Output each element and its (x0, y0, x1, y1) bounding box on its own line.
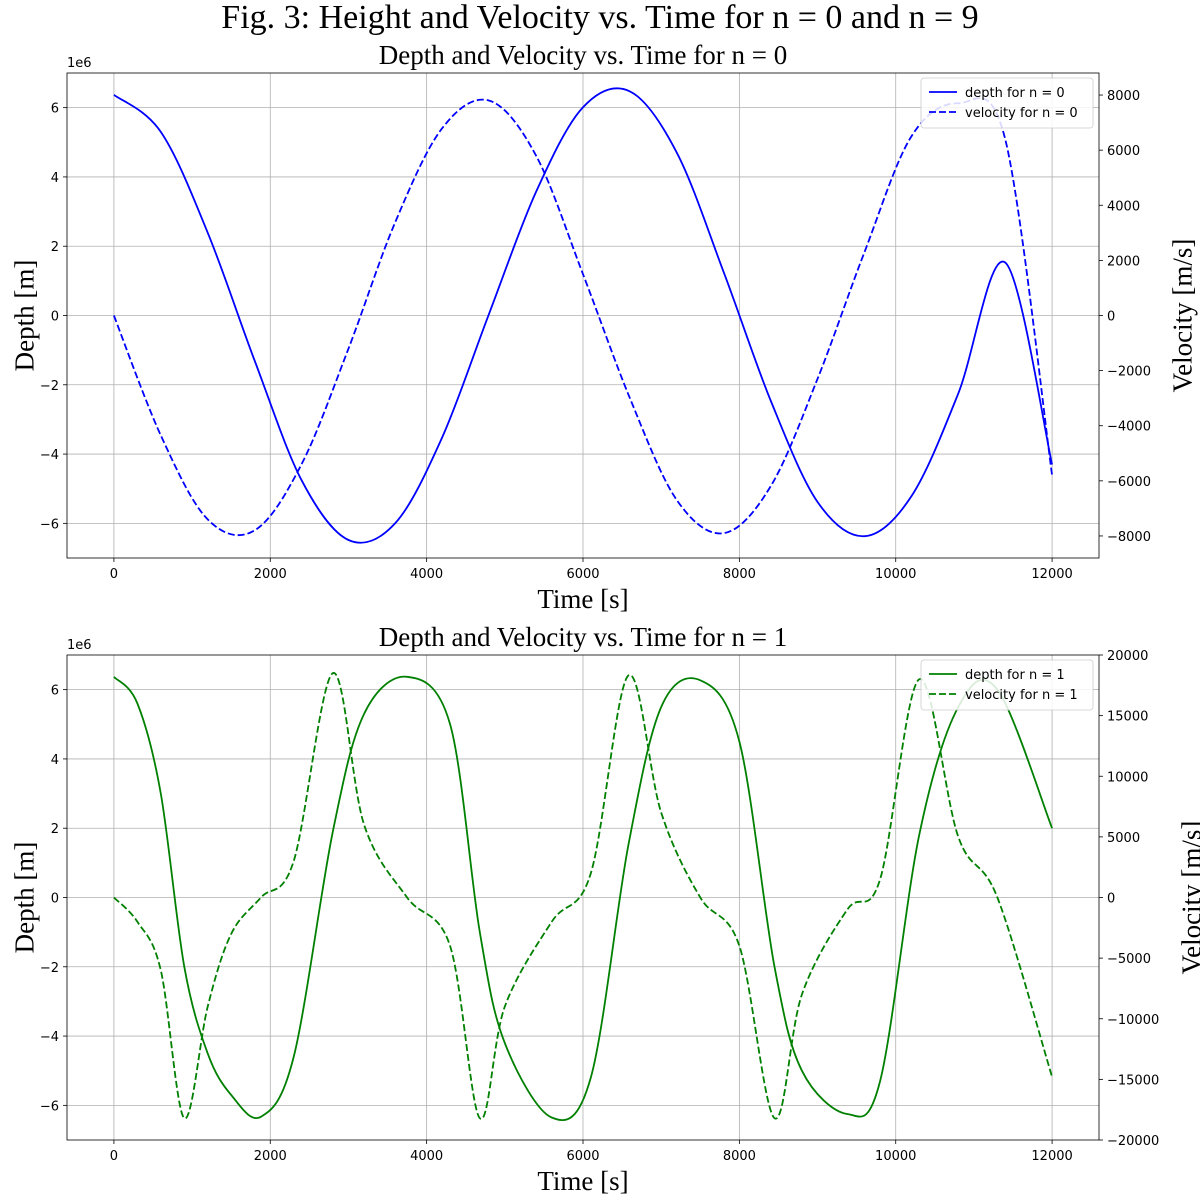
y-right-tick-label: 4000 (1107, 199, 1140, 214)
chart-n1: 0 2000 4000 6000 8000 10000 12000 −6 −4 −2 0 2 4 6 −20… (9, 622, 1200, 1196)
chart-title: Depth and Velocity vs. Time for n = 0 (379, 40, 787, 70)
chart-title: Depth and Velocity vs. Time for n = 1 (379, 622, 787, 652)
y-tick-label: −2 (40, 379, 59, 394)
legend-label-depth: depth for n = 1 (965, 668, 1065, 683)
y-right-tick-label: −5000 (1107, 952, 1151, 967)
y-tick-label: 4 (51, 753, 59, 768)
y-right-tick-label: −10000 (1107, 1013, 1159, 1028)
depth-series-line (113, 675, 1053, 1121)
x-tick-label: 12000 (1031, 567, 1072, 582)
legend-box (920, 77, 1094, 129)
y-right-tick-label: 8000 (1107, 89, 1140, 104)
legend-box (920, 659, 1094, 711)
x-tick-label: 0 (110, 1149, 118, 1164)
x-tick-label: 6000 (566, 567, 599, 582)
y-tick-label: −6 (40, 1099, 59, 1114)
y-tick-label: 2 (51, 240, 59, 255)
y-right-tick-label: 15000 (1107, 710, 1148, 725)
chart-n0: 0 2000 4000 6000 8000 10000 12000 −6 −4 −2 0 2 4 6 −80… (9, 40, 1197, 614)
y-right-tick-label: −6000 (1107, 475, 1151, 490)
y-tick-label: −4 (40, 1030, 59, 1045)
legend: depth for n = 0 velocity for n = 0 (920, 77, 1094, 129)
y-axis-label-right: Velocity [m/s] (1167, 239, 1197, 393)
y-tick-label: −4 (40, 448, 59, 463)
x-tick-label: 4000 (410, 1149, 443, 1164)
y-right-tick-label: 0 (1107, 892, 1115, 907)
x-tick-label: 0 (110, 567, 118, 582)
y-right-tick-label: −4000 (1107, 420, 1151, 435)
y-right-tick-label: 0 (1107, 310, 1115, 325)
x-axis-label: Time [s] (537, 1166, 628, 1196)
y-axis-label-left: Depth [m] (9, 842, 39, 954)
y-right-tick-label: −8000 (1107, 530, 1151, 545)
depth-series-line (113, 87, 1053, 544)
y-tick-label: 4 (51, 171, 59, 186)
y-right-tick-label: 5000 (1107, 831, 1140, 846)
y-right-tick-label: −2000 (1107, 365, 1151, 380)
y-right-tick-label: −20000 (1107, 1134, 1159, 1149)
x-tick-label: 10000 (875, 567, 916, 582)
legend-label-velocity: velocity for n = 1 (965, 688, 1078, 703)
y-tick-label: 2 (51, 822, 59, 837)
x-tick-label: 2000 (254, 1149, 287, 1164)
legend: depth for n = 1 velocity for n = 1 (920, 659, 1094, 711)
velocity-series-line (113, 97, 1053, 537)
y-tick-label: 6 (51, 684, 59, 699)
x-axis-label: Time [s] (537, 584, 628, 614)
y-offset-text: 1e6 (67, 638, 92, 653)
y-tick-label: 0 (51, 310, 59, 325)
y-axis-label-right: Velocity [m/s] (1176, 821, 1200, 975)
figure-title: Fig. 3: Height and Velocity vs. Time for… (221, 0, 978, 36)
y-offset-text: 1e6 (67, 56, 92, 71)
y-tick-label: 6 (51, 102, 59, 117)
y-axis-label-left: Depth [m] (9, 260, 39, 372)
y-tick-label: −6 (40, 517, 59, 532)
x-tick-label: 8000 (723, 567, 756, 582)
velocity-series-line (113, 672, 1053, 1120)
y-right-tick-label: 6000 (1107, 144, 1140, 159)
x-tick-label: 10000 (875, 1149, 916, 1164)
x-tick-label: 6000 (566, 1149, 599, 1164)
legend-label-depth: depth for n = 0 (965, 86, 1065, 101)
x-tick-label: 2000 (254, 567, 287, 582)
x-tick-label: 4000 (410, 567, 443, 582)
y-right-tick-label: 2000 (1107, 254, 1140, 269)
y-right-tick-label: 10000 (1107, 770, 1148, 785)
y-right-tick-label: −15000 (1107, 1073, 1159, 1088)
legend-label-velocity: velocity for n = 0 (965, 106, 1078, 121)
x-tick-label: 8000 (723, 1149, 756, 1164)
x-tick-label: 12000 (1031, 1149, 1072, 1164)
y-tick-label: 0 (51, 892, 59, 907)
y-tick-label: −2 (40, 961, 59, 976)
y-right-tick-label: 20000 (1107, 649, 1148, 664)
